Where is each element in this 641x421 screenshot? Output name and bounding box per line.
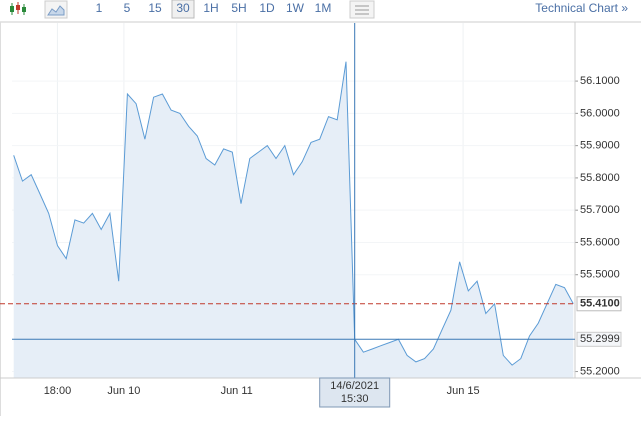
interval-button[interactable]: 1 [96, 1, 103, 15]
interval-button[interactable]: 5H [231, 1, 246, 15]
price-line [13, 61, 574, 366]
toolbar: Technical Chart » 1 5 15 30 1H 5H 1D 1W 1M [10, 0, 628, 19]
interval-button[interactable]: 15 [148, 1, 162, 15]
plot: 18:00 Jun 10 Jun 11 Jun 15 56.1000 56.0000 55.… [0, 22, 641, 408]
crosshair-box [319, 377, 391, 408]
technical-chart-link[interactable]: Technical Chart » [535, 1, 628, 15]
interval-button[interactable]: 5 [124, 1, 131, 15]
y-tick-label: 55.7000 [580, 204, 620, 216]
current-price-label: 55.4100 [580, 298, 620, 310]
interval-button[interactable]: 30 [176, 1, 190, 15]
interval-button[interactable]: 1W [286, 1, 305, 15]
y-tick-label: 56.0000 [580, 107, 620, 119]
y-tick-label: 55.5000 [580, 269, 620, 281]
crosshair-date: 14/6/2021 [330, 380, 379, 392]
area-icon[interactable] [44, 0, 68, 19]
candle-icon[interactable] [10, 2, 26, 15]
crosshair-time: 15:30 [341, 393, 369, 405]
y-tick-label: 56.1000 [580, 75, 620, 87]
current-price-box [576, 296, 622, 312]
interval-button[interactable]: 1H [203, 1, 218, 15]
interval-button[interactable]: 1D [259, 1, 275, 15]
cursor-price-box [576, 331, 622, 347]
cursor-price-label: 55.2999 [580, 333, 620, 345]
y-tick-label: 55.9000 [580, 140, 620, 152]
x-tick-label: 18:00 [44, 385, 72, 397]
y-tick-label: 55.8000 [580, 172, 620, 184]
x-tick-label: Jun 11 [221, 385, 253, 397]
interval-button[interactable]: 1M [315, 1, 332, 15]
area-fill [13, 61, 574, 378]
x-tick-label: Jun 10 [107, 385, 140, 397]
y-tick-label: 55.6000 [580, 236, 620, 248]
x-tick-label: Jun 15 [447, 385, 480, 397]
interval-selected [171, 0, 195, 19]
y-tick-label: 55.2000 [580, 365, 620, 377]
